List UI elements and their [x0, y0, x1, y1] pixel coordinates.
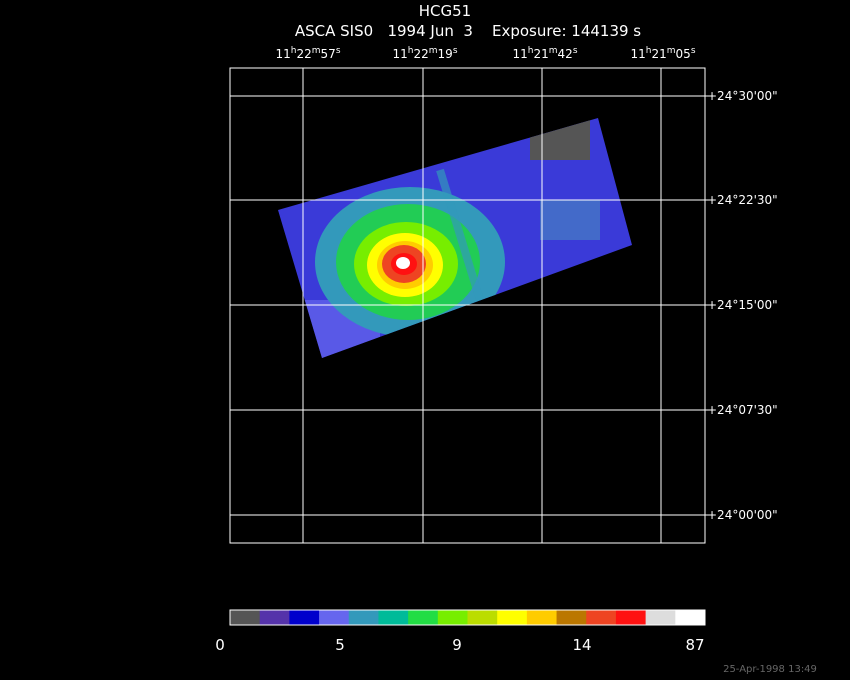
- number: 05: [676, 47, 691, 61]
- colorbar-swatch: [259, 610, 290, 625]
- unit: s: [573, 46, 578, 56]
- subtitle: ASCA SIS0 1994 Jun 3 Exposure: 144139 s: [295, 22, 641, 40]
- colorbar-swatch: [348, 610, 379, 625]
- unit: m: [429, 46, 438, 56]
- unit: h: [291, 46, 297, 56]
- dec-tick-label: +24°15'00": [707, 298, 778, 312]
- number: 11: [512, 47, 527, 61]
- title: HCG51: [419, 2, 471, 20]
- number: 21: [533, 47, 548, 61]
- unit: m: [667, 46, 676, 56]
- number: 57: [321, 47, 336, 61]
- unit: m: [549, 46, 558, 56]
- colorbar-swatch: [467, 610, 498, 625]
- number: 21: [651, 47, 666, 61]
- unit: s: [336, 46, 341, 56]
- dec-tick-label: +24°30'00": [707, 89, 778, 103]
- colorbar-label: 14: [572, 636, 591, 654]
- labels: 11h22m57s 11h22m19s 11h21m42s 11h21m05s+24°…: [215, 46, 777, 654]
- dec-tick-label: +24°22'30": [707, 193, 778, 207]
- colorbar-swatch: [556, 610, 587, 625]
- number: 11: [275, 47, 290, 61]
- colorbar-swatch: [615, 610, 647, 625]
- dec-tick-label: +24°07'30": [707, 403, 778, 417]
- colorbar-swatch: [645, 610, 676, 625]
- colorbar-swatch: [378, 610, 409, 625]
- colorbar-swatch: [319, 610, 350, 625]
- ra-tick-label: 11h21m42s: [512, 46, 577, 61]
- unit: s: [453, 46, 458, 56]
- colorbar-frame: [229, 609, 706, 626]
- number: 11: [392, 47, 407, 61]
- number: 22: [413, 47, 428, 61]
- unit: h: [646, 46, 652, 56]
- ra-tick-label: 11h22m19s: [392, 46, 457, 61]
- ra-tick-label: 11h22m57s: [275, 46, 340, 61]
- number: 42: [558, 47, 573, 61]
- colorbar-swatch: [586, 610, 617, 625]
- colorbar-swatch: [289, 610, 320, 625]
- unit: m: [312, 46, 321, 56]
- colorbar-swatch: [497, 610, 528, 625]
- colorbar-label: 5: [335, 636, 345, 654]
- ra-tick-label: 11h21m05s: [630, 46, 695, 61]
- number: 19: [438, 47, 453, 61]
- colorbar-swatch: [675, 610, 706, 625]
- number: 11: [630, 47, 645, 61]
- colorbar-label: 0: [215, 636, 225, 654]
- timestamp: 25-Apr-1998 13:49: [723, 664, 817, 675]
- xray-image: [278, 118, 632, 358]
- unit: h: [408, 46, 414, 56]
- unit: s: [691, 46, 696, 56]
- colorbar-label: 87: [685, 636, 704, 654]
- dec-tick-label: +24°00'00": [707, 508, 778, 522]
- colorbar-swatch: [437, 610, 468, 625]
- colorbar-swatch: [526, 610, 558, 625]
- colorbar-swatch: [230, 610, 261, 625]
- number: 22: [296, 47, 311, 61]
- unit: h: [528, 46, 534, 56]
- coordinate-grid: [229, 67, 715, 544]
- colorbar-label: 9: [452, 636, 462, 654]
- colorbar-swatch: [408, 610, 439, 625]
